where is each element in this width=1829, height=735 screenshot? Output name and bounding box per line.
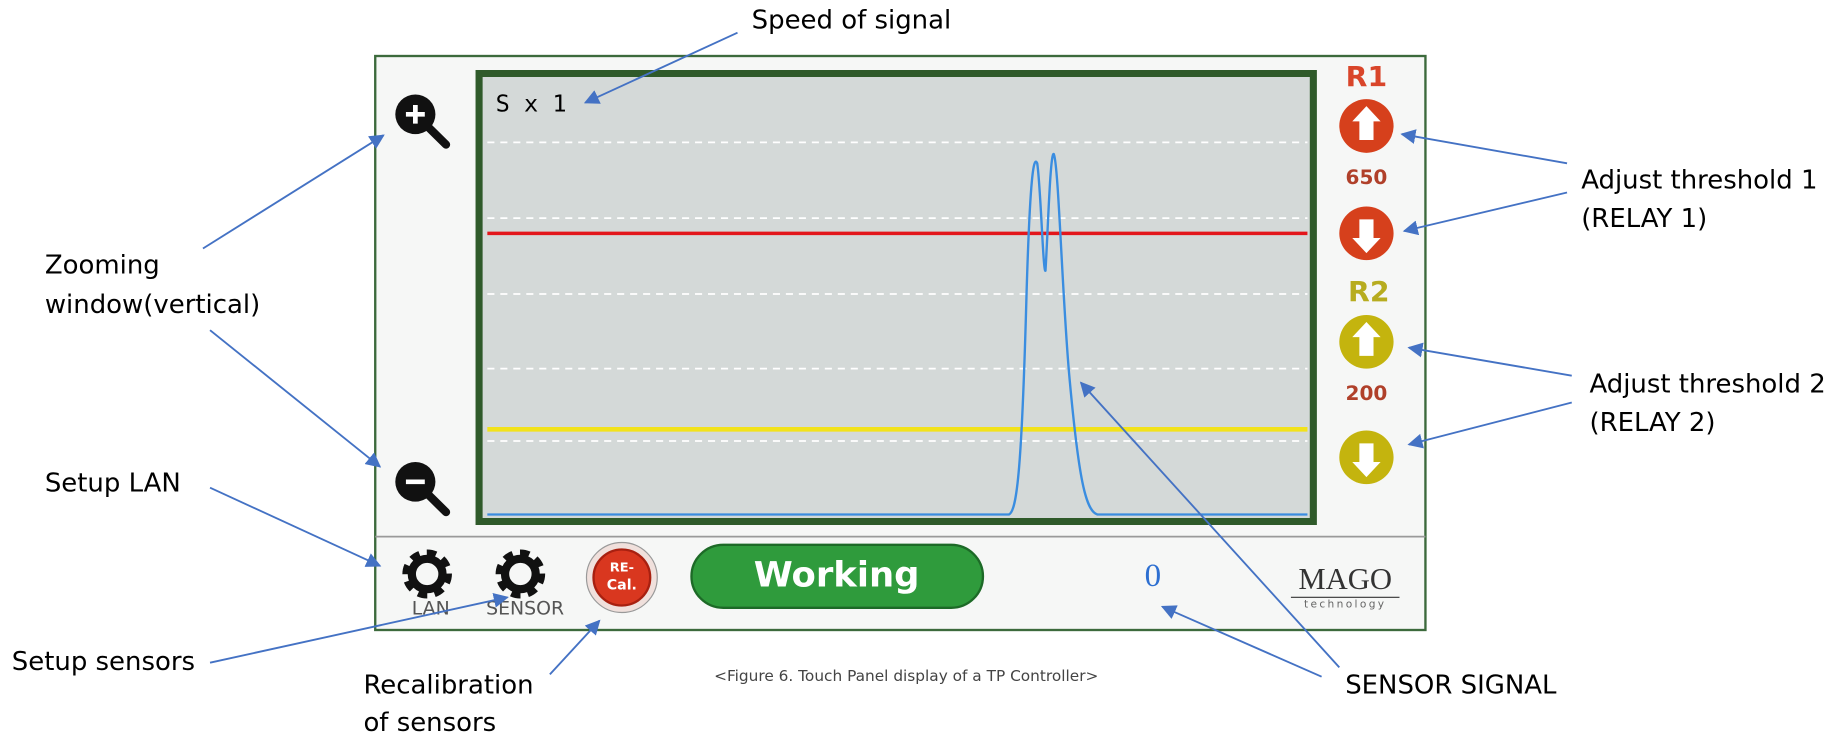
annotation-setup-lan: Setup LAN	[45, 469, 181, 499]
relay-2-value: 200	[1346, 381, 1388, 405]
status-text: Working	[754, 554, 920, 595]
annotation-arrow	[1404, 193, 1567, 232]
annotation-threshold-2a: Adjust threshold 2	[1589, 370, 1825, 400]
annotation-setup-sensors: Setup sensors	[12, 647, 195, 677]
logo-sub: technology	[1304, 598, 1386, 610]
recal-label-2: Cal.	[607, 578, 637, 594]
graph-area	[479, 74, 1313, 522]
caption: <Figure 6. Touch Panel display of a TP C…	[714, 667, 1098, 685]
annotation-arrow	[210, 488, 380, 566]
relay-1-down[interactable]	[1339, 207, 1393, 261]
annotation-threshold-2b: (RELAY 2)	[1589, 408, 1715, 438]
relay-2-label: R2	[1348, 275, 1390, 308]
annotation-arrow	[210, 330, 380, 467]
logo-name: MAGO	[1298, 562, 1392, 596]
recal-label-1: RE-	[610, 561, 634, 576]
sensor-label: SENSOR	[486, 599, 564, 620]
annotation-zoom-2: window(vertical)	[45, 290, 260, 320]
relay-1-up[interactable]	[1339, 99, 1393, 153]
relay-1-label: R1	[1346, 60, 1388, 93]
annotation-threshold-1a: Adjust threshold 1	[1581, 165, 1817, 195]
annotation-arrow	[1409, 403, 1572, 445]
relay-2-up[interactable]	[1339, 315, 1393, 369]
annotation-recal-1: Recalibration	[363, 671, 533, 701]
annotation-arrow	[203, 135, 384, 248]
annotation-arrow	[1409, 348, 1572, 376]
annotation-threshold-1b: (RELAY 1)	[1581, 204, 1707, 234]
annotation-speed: Speed of signal	[752, 6, 952, 36]
page: S x 1 R1 650 R2 200 LAN SENSOR RE- Cal. …	[0, 0, 1829, 735]
annotation-recal-2: of sensors	[363, 708, 496, 735]
annotation-zoom-1: Zooming	[45, 251, 160, 281]
relay-1-value: 650	[1346, 165, 1388, 189]
screenshot: S x 1 R1 650 R2 200 LAN SENSOR RE- Cal. …	[0, 0, 1829, 735]
annotation-sensor-signal: SENSOR SIGNAL	[1345, 671, 1557, 701]
relay-2-down[interactable]	[1339, 431, 1393, 485]
signal-value: 0	[1145, 558, 1162, 594]
speed-label: S x 1	[496, 90, 567, 118]
